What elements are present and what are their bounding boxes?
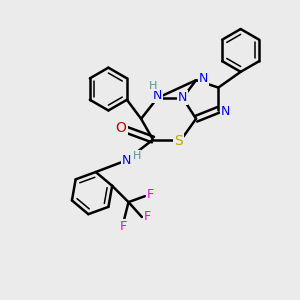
- Text: N: N: [199, 72, 208, 85]
- Text: N: N: [178, 92, 188, 104]
- Text: F: F: [144, 211, 151, 224]
- Text: N: N: [221, 105, 230, 118]
- Text: O: O: [116, 121, 127, 135]
- Text: S: S: [175, 134, 183, 148]
- Text: H: H: [132, 151, 141, 161]
- Text: N: N: [122, 154, 131, 167]
- Text: N: N: [153, 89, 162, 102]
- Text: F: F: [120, 220, 127, 233]
- Text: H: H: [149, 80, 157, 91]
- Text: F: F: [147, 188, 154, 201]
